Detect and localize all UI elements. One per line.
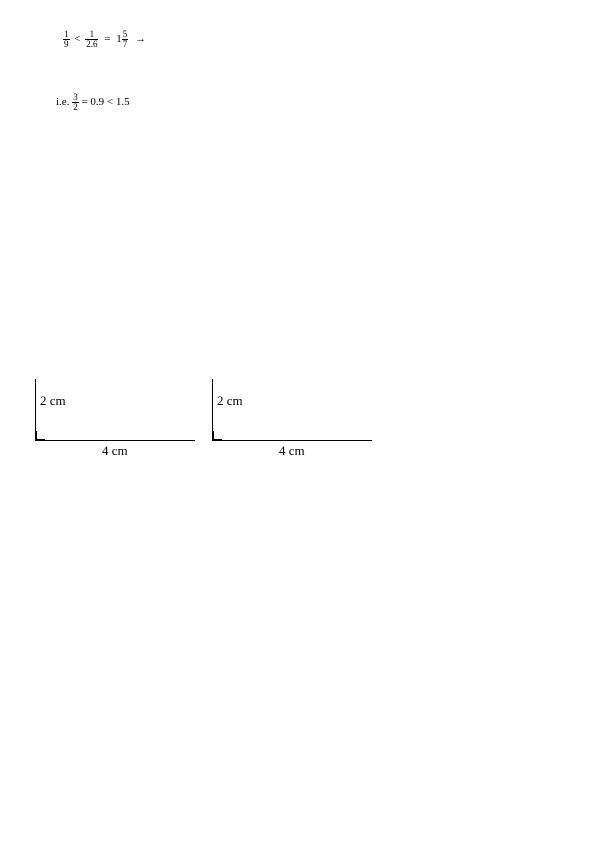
formula-1: 1 9 < 1 2.6 = 1 5 7 → (63, 30, 146, 49)
frac-f: 3 2 (72, 93, 79, 112)
hline-2 (212, 440, 372, 441)
triangle-diagram-2: 2 cm 4 cm (209, 379, 384, 459)
frac-f-den: 2 (72, 103, 79, 112)
hlabel-2: 4 cm (279, 443, 305, 459)
page: 1 9 < 1 2.6 = 1 5 7 → i.e. 3 2 = 0.9 < 1… (0, 0, 595, 842)
arrow-1: → (135, 33, 146, 45)
lt-1: < (74, 33, 80, 45)
hline-1 (35, 440, 195, 441)
triangle-diagram-1: 2 cm 4 cm (32, 379, 207, 459)
hlabel-1: 4 cm (102, 443, 128, 459)
frac-c-den: 7 (122, 40, 129, 49)
right-angle-1 (36, 431, 45, 440)
right-angle-2 (213, 431, 222, 440)
frac-c: 5 7 (122, 30, 129, 49)
frac-a: 1 9 (63, 30, 70, 49)
rhs-2: = 0.9 < 1.5 (81, 96, 129, 108)
formula-2: i.e. 3 2 = 0.9 < 1.5 (56, 93, 130, 112)
vlabel-1: 2 cm (40, 393, 66, 409)
prefix-ie: i.e. (56, 96, 72, 108)
frac-a-den: 9 (63, 40, 70, 49)
eq-1: = (104, 33, 110, 45)
frac-b-den: 2.6 (85, 40, 98, 49)
vlabel-2: 2 cm (217, 393, 243, 409)
frac-b: 1 2.6 (85, 30, 98, 49)
